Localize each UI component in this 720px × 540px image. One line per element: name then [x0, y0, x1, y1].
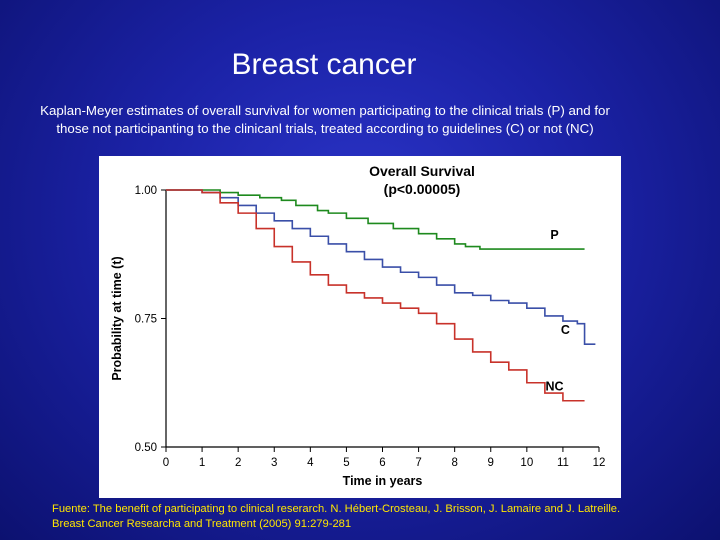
footnote-line-1: Fuente: The benefit of participating to … — [52, 503, 621, 515]
chart-title: Overall Survival — [369, 163, 475, 179]
series-line-p — [166, 189, 585, 250]
series-label-p: P — [550, 228, 558, 242]
x-tick-label: 3 — [271, 457, 277, 469]
y-tick-label: 0.75 — [135, 314, 157, 326]
x-tick-label: 5 — [343, 457, 349, 469]
x-tick-label: 9 — [488, 457, 494, 469]
subtitle-line-1: Kaplan-Meyer estimates of overall surviv… — [40, 103, 610, 118]
x-tick-label: 6 — [379, 457, 385, 469]
x-tick-label: 7 — [415, 457, 421, 469]
footnote-line-2: Breast Cancer Researcha and Treatment (2… — [52, 518, 352, 530]
y-tick-label: 0.50 — [135, 442, 157, 454]
x-tick-label: 2 — [235, 457, 241, 469]
x-tick-label: 12 — [593, 457, 606, 469]
series-line-nc — [166, 189, 585, 402]
subtitle-line-2: those not participanting to the clinican… — [56, 121, 594, 136]
x-tick-label: 8 — [451, 457, 457, 469]
y-tick-label: 1.00 — [135, 185, 157, 197]
x-tick-label: 11 — [557, 457, 569, 469]
series-label-nc: NC — [546, 380, 564, 394]
series-label-c: C — [561, 323, 570, 337]
x-tick-label: 1 — [199, 457, 205, 469]
slide-subtitle: Kaplan-Meyer estimates of overall surviv… — [20, 102, 630, 138]
chart-panel: 0 1 2 3 4 5 6 7 8 9 10 11 12 0.50 0.75 1.00 Time in year… — [99, 156, 621, 498]
x-tick-label: 4 — [307, 457, 314, 469]
footnote: Fuente: The benefit of participating to … — [52, 502, 712, 532]
x-tick-label: 0 — [163, 457, 169, 469]
slide-title: Breast cancer — [231, 48, 417, 81]
x-axis-label: Time in years — [343, 474, 423, 488]
y-axis-label: Probability at time (t) — [110, 256, 124, 380]
chart-subtitle: (p<0.00005) — [384, 181, 461, 197]
series-line-c — [166, 189, 596, 345]
x-tick-label: 10 — [520, 457, 533, 469]
